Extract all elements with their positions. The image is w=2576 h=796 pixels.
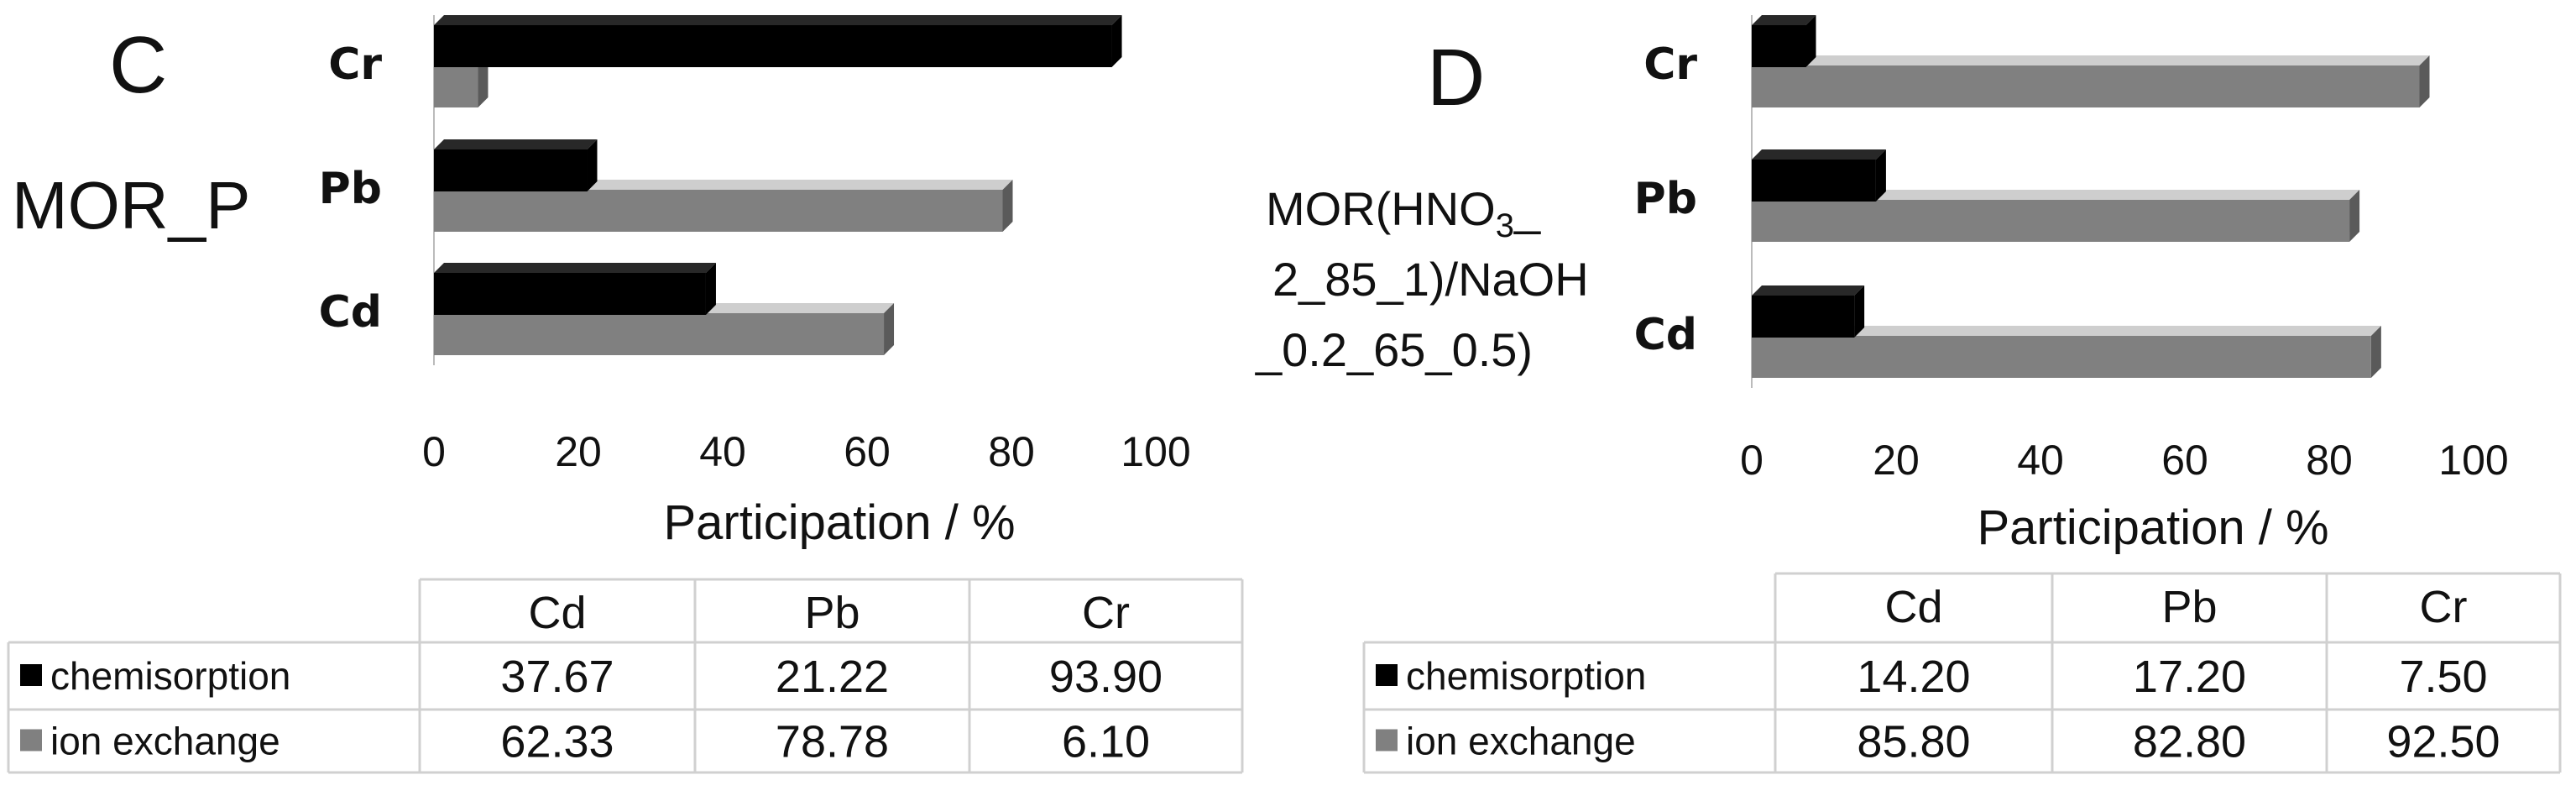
x-tick-label-40: 40 xyxy=(2017,437,2064,484)
panel-d-sample-label-line1: MOR(HNO3_ xyxy=(1266,182,1541,244)
table-header-cd: Cd xyxy=(528,588,586,638)
table-cell: 92.50 xyxy=(2386,717,2500,767)
category-label-cr: Cr xyxy=(1643,39,1697,90)
panel-d-data-table: Cd Pb Cr chemisorption 14.20 17.20 7.50 ion exc… xyxy=(1362,572,2562,774)
category-label-pb: Pb xyxy=(319,164,382,214)
x-tick-label-0: 0 xyxy=(422,428,446,475)
panel-c-data-table: Cd Pb Cr chemisorption 37.67 21.22 93.90 ion ex… xyxy=(7,578,1244,774)
bar-chemisorption-pb xyxy=(1752,149,1886,202)
table-header-cd: Cd xyxy=(1884,582,1942,632)
x-tick-label-100: 100 xyxy=(2438,437,2508,484)
x-tick-label-60: 60 xyxy=(844,428,891,475)
table-cell: 78.78 xyxy=(776,717,889,767)
table-cell: 93.90 xyxy=(1049,652,1163,702)
bar-ion-exchange-pb xyxy=(1752,190,2360,242)
panel-d-plot: Cr Pb Cd 0 20 40 60 80 100 Cd Pb Cr chemisorption 14.… xyxy=(1362,15,2562,774)
bar-ion-exchange-cr xyxy=(1752,55,2430,107)
table-cell: 82.80 xyxy=(2133,717,2246,767)
table-cell: 21.22 xyxy=(776,652,889,702)
panel-c-plot: Cr Pb Cd 0 20 40 60 80 100 Cd Pb Cr chemisorption 37.… xyxy=(7,15,1244,774)
panel-d-sample-part1: MOR(HNO xyxy=(1266,182,1496,235)
x-tick-label-40: 40 xyxy=(699,428,746,475)
legend-label-ion-exchange: ion exchange xyxy=(50,720,280,763)
panel-d-letter: D xyxy=(1427,33,1485,123)
table-cell: 7.50 xyxy=(2399,652,2487,702)
x-tick-label-80: 80 xyxy=(2306,437,2353,484)
bar-chemisorption-cd xyxy=(434,263,716,315)
category-label-cd: Cd xyxy=(319,287,382,338)
category-label-cd: Cd xyxy=(1634,310,1697,360)
bar-chemisorption-cd xyxy=(1752,285,1865,338)
panel-d-sample-label-line2: 2_85_1)/NaOH xyxy=(1272,253,1589,306)
panel-d-sample-label-line3: _0.2_65_0.5) xyxy=(1255,323,1533,376)
table-header-cr: Cr xyxy=(1082,588,1130,638)
x-tick-label-80: 80 xyxy=(988,428,1035,475)
category-label-pb: Pb xyxy=(1634,174,1697,224)
legend-swatch-chemisorption xyxy=(1376,664,1398,686)
table-cell: 17.20 xyxy=(2133,652,2246,702)
x-tick-label-60: 60 xyxy=(2161,437,2208,484)
legend-label-ion-exchange: ion exchange xyxy=(1406,720,1636,763)
panel-c-xlabel: Participation / % xyxy=(663,495,1015,550)
panel-d-sample-part3: _ xyxy=(1513,182,1541,235)
x-tick-label-20: 20 xyxy=(555,428,602,475)
legend-label-chemisorption: chemisorption xyxy=(50,654,290,698)
x-tick-label-0: 0 xyxy=(1740,437,1763,484)
bar-chemisorption-cr xyxy=(1752,15,1816,67)
x-tick-label-20: 20 xyxy=(1873,437,1920,484)
table-cell: 62.33 xyxy=(500,717,614,767)
legend-swatch-chemisorption xyxy=(20,664,42,686)
table-header-pb: Pb xyxy=(804,588,860,638)
bar-chemisorption-cr xyxy=(434,15,1122,67)
legend-label-chemisorption: chemisorption xyxy=(1406,654,1646,698)
table-cell: 6.10 xyxy=(1062,717,1150,767)
panel-d-xlabel: Participation / % xyxy=(1977,500,2328,555)
table-header-cr: Cr xyxy=(2420,582,2468,632)
x-tick-label-100: 100 xyxy=(1121,428,1190,475)
table-cell: 14.20 xyxy=(1857,652,1970,702)
table-header-pb: Pb xyxy=(2161,582,2217,632)
panel-d-sample-subscript: 3 xyxy=(1496,207,1514,244)
panel-c-sample-label: MOR_P xyxy=(12,168,251,243)
legend-swatch-ion-exchange xyxy=(20,729,42,751)
panel-c-letter: C xyxy=(109,20,167,110)
legend-swatch-ion-exchange xyxy=(1376,729,1398,751)
bar-chemisorption-pb xyxy=(434,139,598,191)
table-cell: 85.80 xyxy=(1857,717,1970,767)
category-label-cr: Cr xyxy=(328,39,382,90)
bar-ion-exchange-cd xyxy=(1752,326,2381,378)
table-cell: 37.67 xyxy=(500,652,614,702)
